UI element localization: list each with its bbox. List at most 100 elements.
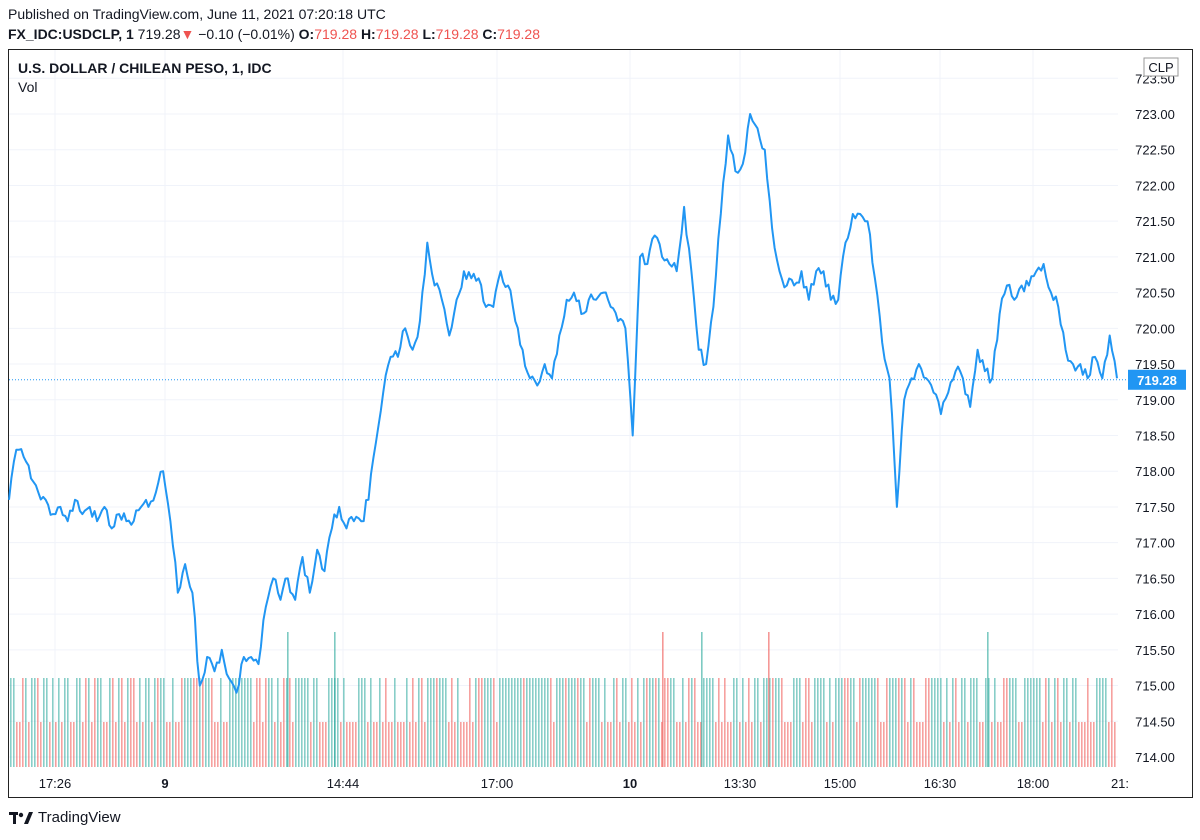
volume-bar — [662, 632, 664, 767]
volume-bar — [220, 678, 222, 767]
volume-bar — [46, 678, 48, 767]
volume-bar — [616, 678, 618, 767]
volume-bar — [760, 722, 762, 767]
volume-bar — [436, 678, 438, 767]
volume-bar — [259, 678, 261, 767]
volume-bar — [916, 722, 918, 767]
volume-bar — [1012, 678, 1014, 767]
volume-bar — [958, 722, 960, 767]
volume-bar — [859, 678, 861, 767]
volume-bar — [514, 678, 516, 767]
volume-bar — [628, 722, 630, 767]
volume-bar — [562, 678, 564, 767]
volume-bar — [109, 678, 111, 767]
volume-bar — [592, 678, 594, 767]
volume-bar — [121, 678, 123, 767]
volume-bar — [238, 678, 240, 767]
volume-bar — [523, 678, 525, 767]
volume-bar — [829, 678, 831, 767]
volume-bar — [847, 678, 849, 767]
volume-bar — [721, 722, 723, 767]
volume-bar — [832, 722, 834, 767]
volume-bar — [196, 678, 198, 767]
volume-bar — [82, 722, 84, 767]
volume-bar — [331, 678, 333, 767]
volume-bar — [85, 678, 87, 767]
currency-label: CLP — [1148, 60, 1173, 75]
volume-bar — [601, 722, 603, 767]
volume-bar — [964, 678, 966, 767]
volume-bar — [287, 632, 289, 767]
volume-bar — [676, 722, 678, 767]
volume-bar — [493, 678, 495, 767]
volume-bar — [985, 678, 987, 767]
volume-bar — [775, 678, 777, 767]
volume-bar — [673, 678, 675, 767]
volume-bar — [799, 678, 801, 767]
volume-bar — [370, 678, 372, 767]
volume-bar — [679, 722, 681, 767]
volume-bar — [40, 722, 42, 767]
y-tick-label: 721.00 — [1135, 250, 1175, 265]
volume-bar — [472, 722, 474, 767]
volume-bar — [1108, 722, 1110, 767]
volume-bar — [10, 678, 12, 767]
volume-bar — [796, 678, 798, 767]
chart-frame[interactable] — [8, 49, 1193, 798]
volume-bar — [100, 678, 102, 767]
volume-bar — [1078, 722, 1080, 767]
volume-bar — [970, 678, 972, 767]
volume-bar — [937, 678, 939, 767]
volume-bar — [466, 722, 468, 767]
volume-bar — [322, 722, 324, 767]
volume-bar — [1009, 678, 1011, 767]
volume-bar — [1066, 678, 1068, 767]
volume-bar — [652, 678, 654, 767]
volume-bar — [325, 722, 327, 767]
close-label: C: — [482, 26, 498, 42]
volume-bar — [274, 722, 276, 767]
volume-bar — [214, 722, 216, 767]
high-label: H: — [360, 26, 376, 42]
volume-bar — [388, 722, 390, 767]
volume-bar — [889, 678, 891, 767]
volume-bar — [556, 678, 558, 767]
volume-bar — [886, 678, 888, 767]
volume-bar — [379, 678, 381, 767]
volume-bar — [754, 678, 756, 767]
tradingview-logo[interactable]: TradingView — [8, 808, 121, 826]
volume-bar — [604, 678, 606, 767]
volume-bar — [805, 678, 807, 767]
volume-bar — [1081, 722, 1083, 767]
volume-bar — [181, 678, 183, 767]
volume-bar — [1090, 722, 1092, 767]
y-tick-label: 720.00 — [1135, 321, 1175, 336]
volume-bar — [439, 678, 441, 767]
volume-bar — [34, 678, 36, 767]
y-tick-label: 715.50 — [1135, 643, 1175, 658]
volume-bar — [625, 678, 627, 767]
volume-bar — [637, 678, 639, 767]
high-value: 719.28 — [375, 26, 419, 42]
volume-bar — [904, 678, 906, 767]
volume-bar — [1099, 678, 1101, 767]
volume-bar — [1048, 678, 1050, 767]
volume-bar — [511, 678, 513, 767]
volume-bar — [442, 678, 444, 767]
x-tick-label: 17:00 — [481, 776, 514, 791]
y-tick-label: 718.50 — [1135, 429, 1175, 444]
volume-bar — [76, 678, 78, 767]
volume-bar — [820, 678, 822, 767]
volume-bar — [22, 678, 24, 767]
volume-bar — [277, 678, 279, 767]
open-value: 719.28 — [314, 26, 358, 42]
volume-bar — [682, 678, 684, 767]
volume-bar — [709, 678, 711, 767]
volume-bar — [1036, 678, 1038, 767]
volume-bar — [802, 722, 804, 767]
volume-bar — [256, 678, 258, 767]
volume-bar — [235, 678, 237, 767]
volume-bar — [658, 678, 660, 767]
volume-bar — [1093, 722, 1095, 767]
